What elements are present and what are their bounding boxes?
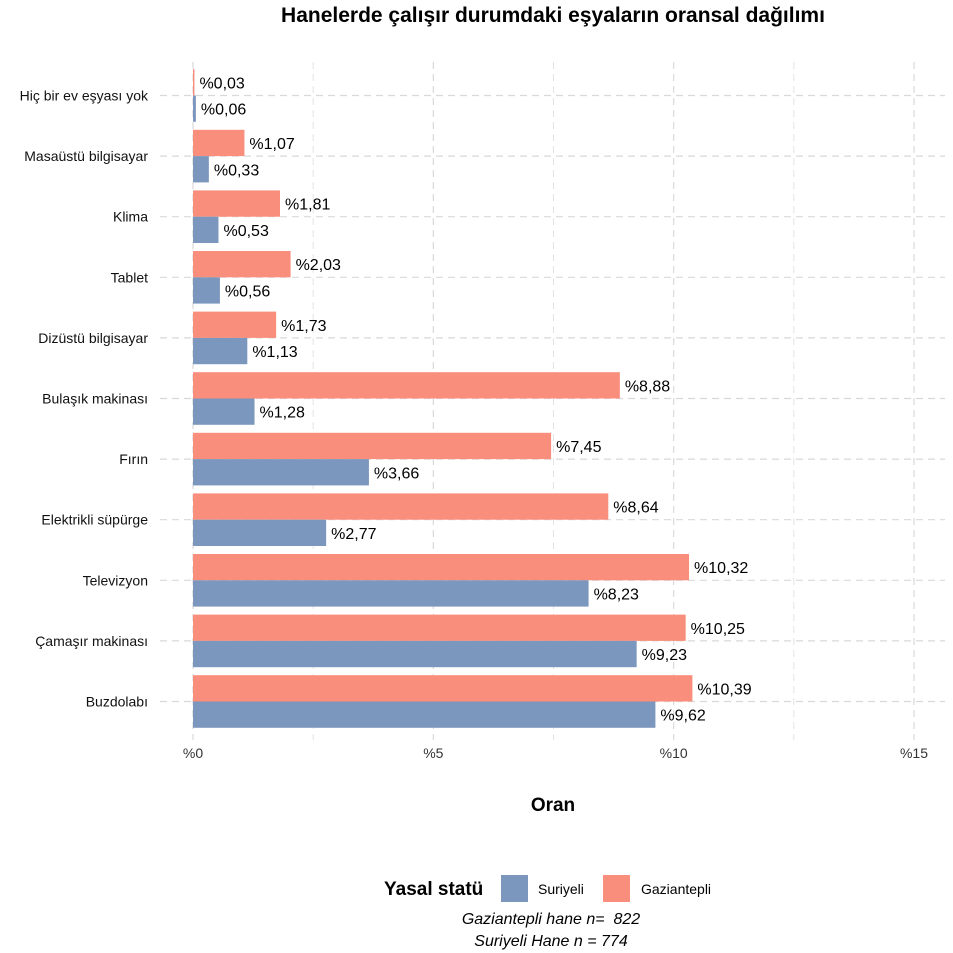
bar-suriyeli: [193, 701, 656, 728]
bar-value-label: %8,64: [613, 500, 658, 517]
bar-value-label: %1,13: [252, 344, 297, 361]
category-label: Çamaşır makinası: [35, 633, 148, 649]
bar-value-label: %2,77: [331, 526, 376, 543]
bar-value-label: %10,32: [694, 560, 748, 577]
bar-suriyeli: [193, 398, 255, 425]
bar-value-label: %7,45: [556, 439, 601, 456]
category-label: Fırın: [119, 451, 148, 467]
bar-value-label: %8,88: [625, 378, 670, 395]
bars: %0,03 %0,06%1,07 %0,33 %1,81 %0,53 %2,03 %0,56…: [193, 69, 752, 728]
bar-value-label: %3,66: [374, 465, 419, 482]
bar-value-label: %9,23: [642, 647, 687, 664]
bar-value-label: %0,33: [214, 162, 259, 179]
bar-value-label: %0,53: [223, 223, 268, 240]
legend-label-suriyeli: Suriyeli: [538, 881, 584, 897]
bar-value-label: %0,03: [199, 75, 244, 92]
bar-value-label: %1,28: [260, 405, 305, 422]
bar-suriyeli: [193, 640, 637, 668]
bar-suriyeli: [193, 459, 369, 486]
category-label: Bulaşık makinası: [42, 391, 148, 407]
bar-suriyeli: [193, 337, 248, 365]
bar-gaziantepli: [193, 554, 690, 581]
bar-gaziantepli: [193, 493, 609, 520]
x-tick-labels: %0 %5 %10 %15: [183, 745, 928, 761]
category-label: Elektrikli süpürge: [41, 512, 148, 528]
legend-swatch-suriyeli: [501, 875, 528, 902]
bar-value-label: %10,25: [691, 621, 745, 638]
category-label: Tablet: [111, 269, 148, 285]
bar-suriyeli: [193, 156, 209, 183]
legend-swatch-gaziantepli: [603, 875, 630, 902]
category-label: Buzdolabı: [86, 694, 148, 710]
category-label: Dizüstü bilgisayar: [38, 330, 148, 346]
category-labels: Hiç bir ev eşyası yok Masaüstü bilgisayar…: [20, 88, 149, 710]
bar-gaziantepli: [193, 190, 281, 217]
note-gaziantepli-n: Gaziantepli hane n= 822: [462, 911, 640, 928]
bar-value-label: %0,06: [201, 102, 246, 119]
bar-value-label: %10,39: [697, 681, 751, 698]
bar-gaziantepli: [193, 675, 693, 702]
legend-label-gaziantepli: Gaziantepli: [641, 881, 711, 897]
grid: [160, 62, 945, 740]
category-label: Televizyon: [83, 572, 148, 588]
x-tick-label: %5: [423, 745, 443, 761]
bar-suriyeli: [193, 216, 219, 243]
x-axis-title: Oran: [531, 795, 575, 816]
chart-title: Hanelerde çalışır durumdaki eşyaların or…: [281, 4, 825, 27]
bar-value-label: %0,56: [225, 283, 270, 300]
category-label: Hiç bir ev eşyası yok: [20, 88, 149, 104]
bar-value-label: %2,03: [296, 257, 341, 274]
bar-value-label: %8,23: [594, 586, 639, 603]
bar-suriyeli: [193, 95, 196, 122]
bar-value-label: %1,07: [249, 136, 294, 153]
bar-gaziantepli: [193, 251, 291, 278]
x-tick-label: %10: [660, 745, 688, 761]
bar-gaziantepli: [193, 311, 277, 338]
bar-suriyeli: [193, 277, 220, 304]
bar-suriyeli: [193, 580, 589, 607]
bar-gaziantepli: [193, 69, 195, 96]
note-suriyeli-n: Suriyeli Hane n = 774: [474, 933, 628, 950]
bar-value-label: %1,73: [281, 318, 326, 335]
bar-gaziantepli: [193, 372, 620, 399]
bar-gaziantepli: [193, 614, 686, 641]
legend-title: Yasal statü: [384, 879, 483, 900]
x-tick-label: %0: [183, 745, 203, 761]
bar-gaziantepli: [193, 432, 552, 460]
x-tick-label: %15: [900, 745, 928, 761]
bar-suriyeli: [193, 519, 327, 546]
legend: Yasal statü Suriyeli Gaziantepli: [384, 875, 711, 902]
bar-gaziantepli: [193, 129, 245, 157]
bar-value-label: %9,62: [660, 708, 705, 725]
category-label: Masaüstü bilgisayar: [24, 148, 148, 164]
bar-value-label: %1,81: [285, 197, 330, 214]
category-label: Klima: [113, 209, 148, 225]
